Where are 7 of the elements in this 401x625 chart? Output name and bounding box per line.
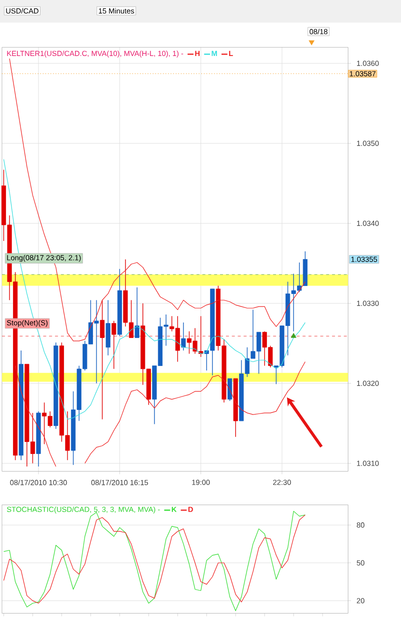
candlestick — [100, 300, 104, 420]
candlestick — [180, 322, 186, 351]
candlestick — [274, 365, 278, 384]
candlestick — [134, 286, 140, 338]
candlestick — [106, 300, 110, 356]
candlestick — [111, 320, 116, 370]
candlestick — [227, 378, 232, 402]
